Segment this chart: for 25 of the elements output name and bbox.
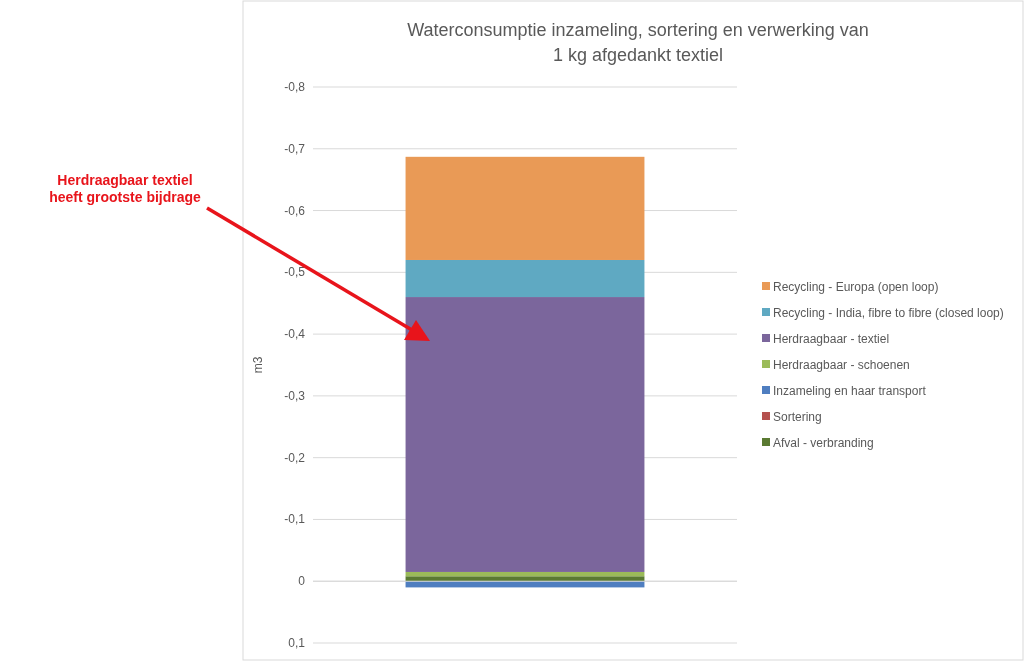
y-tick-label: -0,7 — [284, 141, 306, 156]
y-tick-label: -0,5 — [284, 265, 306, 280]
y-tick-label: -0,3 — [284, 388, 306, 403]
legend-label: Sortering — [773, 410, 822, 424]
y-tick-label: -0,2 — [284, 450, 306, 465]
text: Herdraagbaar textiel heeft grootste bijdrage — [49, 172, 202, 205]
y-tick-label: 0 — [298, 574, 306, 589]
legend-label: Afval - verbranding — [773, 436, 874, 450]
bar — [405, 259, 645, 298]
legend-label: Herdraagbaar - schoenen — [773, 358, 910, 372]
chart-title: Waterconsumptie inzameling, sortering en verwerking van 1 kg afgedankt textiel — [407, 20, 869, 65]
y-tick-label: -0,6 — [284, 203, 306, 218]
y-tick-label: 0,1 — [288, 636, 306, 650]
legend-label: Inzameling en haar transport — [773, 384, 927, 398]
bar — [405, 576, 645, 582]
legend-label: Recycling - Europa (open loop) — [773, 280, 939, 294]
bar — [405, 297, 645, 572]
y-tick-label: -0,8 — [284, 80, 306, 94]
y-tick-label: -0,4 — [284, 327, 306, 342]
bar — [405, 156, 645, 260]
bar — [405, 571, 645, 577]
legend-label: Herdraagbaar - textiel — [773, 332, 890, 346]
legend-label: Recycling - India, fibre to fibre (closed loop) — [773, 306, 1004, 320]
y-axis-title: m3 — [251, 356, 265, 374]
y-tick-label: -0,1 — [284, 512, 306, 527]
